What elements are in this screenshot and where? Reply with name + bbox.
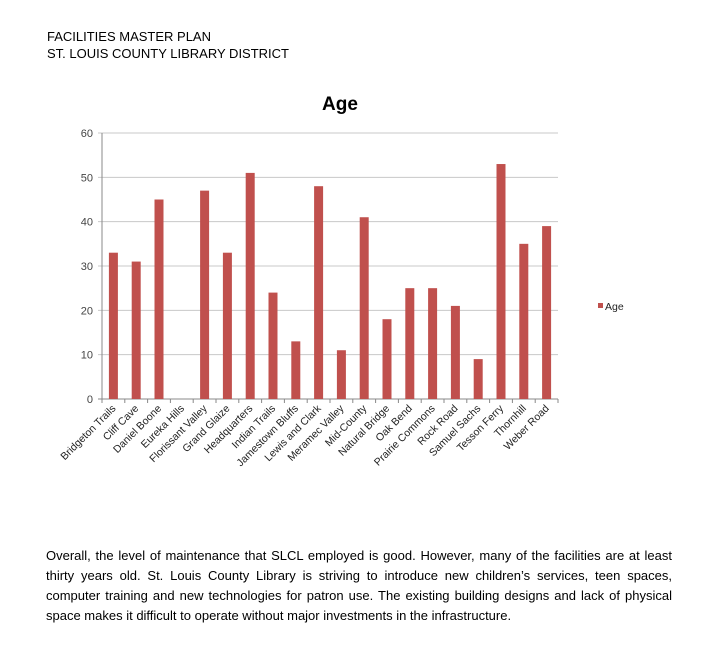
bar-mid-county (359, 217, 369, 399)
bar-thornhill (519, 243, 529, 399)
bar-florissant-valley (200, 190, 210, 399)
bar-rock-road (450, 305, 460, 399)
bar-weber-road (542, 226, 552, 399)
header-line-1: FACILITIES MASTER PLAN (47, 29, 211, 44)
bar-cliff-cave (131, 261, 141, 399)
header-line-2: ST. LOUIS COUNTY LIBRARY DISTRICT (47, 46, 289, 61)
y-tick-label: 30 (81, 261, 93, 273)
bar-samuel-sachs (473, 359, 483, 399)
bar-indian-trails (268, 292, 278, 399)
legend-label: Age (605, 301, 624, 313)
y-tick-label: 20 (81, 305, 93, 317)
bar-lewis-and-clark (314, 186, 324, 399)
bar-daniel-boone (154, 199, 164, 399)
y-tick-label: 40 (81, 217, 93, 229)
y-tick-label: 0 (87, 394, 93, 406)
bar-grand-glaize (222, 252, 232, 399)
body-paragraph: Overall, the level of maintenance that S… (46, 548, 672, 623)
bar-headquarters (245, 172, 255, 399)
bar-jamestown-bluffs (291, 341, 301, 399)
bar-meramec-valley (336, 350, 346, 399)
legend-swatch (598, 303, 603, 308)
bar-natural-bridge (382, 319, 392, 399)
bar-oak-bend (405, 288, 415, 399)
bar-tesson-ferry (496, 164, 506, 399)
y-tick-label: 60 (81, 128, 93, 140)
bar-bridgeton-trails (108, 252, 118, 399)
chart-title: Age (322, 94, 358, 115)
y-tick-label: 10 (81, 350, 93, 362)
bar-prairie-commons (428, 288, 438, 399)
y-tick-label: 50 (81, 172, 93, 184)
